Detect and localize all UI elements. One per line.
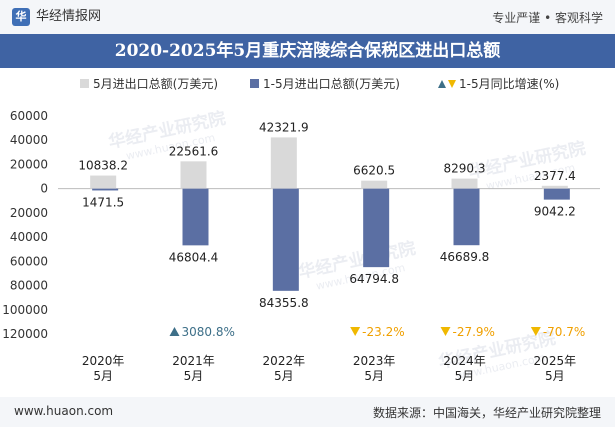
- y-tick-label: 40000: [10, 133, 48, 147]
- x-tick-label: 2025年 5月: [534, 354, 577, 383]
- x-tick-label-line: 2022年: [263, 354, 306, 368]
- y-tick-label: 20000: [10, 157, 48, 171]
- bars: [90, 137, 570, 291]
- x-tick-label: 2022年 5月: [263, 354, 306, 383]
- brand-name: 华经情报网: [36, 9, 102, 24]
- bar-cumulative: [453, 188, 480, 246]
- x-tick-label-line: 2025年: [534, 354, 577, 368]
- bar-monthly: [541, 185, 568, 189]
- growth-up-marker: [169, 327, 180, 336]
- x-tick-label: 2024年 5月: [443, 354, 486, 383]
- bar-cumulative: [363, 188, 390, 268]
- x-tick-label-line: 5月: [93, 369, 113, 383]
- x-tick-label: 2021年 5月: [172, 354, 215, 383]
- bar-cumulative: [543, 188, 570, 200]
- huajing-logo-icon: 华: [12, 8, 30, 26]
- legend-up-marker-icon: [438, 80, 446, 88]
- x-tick-label-line: 5月: [274, 369, 294, 383]
- legend-swatch-monthly: [80, 79, 89, 88]
- bar-monthly: [451, 178, 478, 189]
- bar-cumulative: [272, 188, 299, 291]
- x-tick-label-line: 5月: [184, 369, 204, 383]
- x-tick-label-line: 5月: [545, 369, 565, 383]
- y-tick-label: 60000: [10, 109, 48, 123]
- data-label-cumulative: 9042.2: [534, 205, 576, 219]
- growth-label: -23.2%: [362, 325, 404, 339]
- data-label-monthly: 10838.2: [78, 159, 128, 173]
- data-label-cumulative: 1471.5: [82, 195, 124, 209]
- growth-label: 3080.8%: [182, 325, 235, 339]
- brand-logo: 华 华经情报网: [12, 8, 101, 26]
- growth-down-marker: [350, 327, 361, 336]
- footer-bar: www.huaon.com 数据来源：中国海关，华经产业研究院整理: [0, 397, 615, 427]
- bar-cumulative: [182, 188, 209, 246]
- x-tick-label-line: 2024年: [443, 354, 486, 368]
- y-tick-label: 80000: [10, 279, 48, 293]
- data-label-cumulative: 84355.8: [259, 296, 309, 310]
- bar-monthly: [180, 161, 207, 189]
- bar-cumulative: [92, 188, 119, 191]
- bar-monthly: [90, 175, 117, 189]
- x-tick-label-line: 2023年: [353, 354, 396, 368]
- data-label-monthly: 6620.5: [353, 164, 395, 178]
- data-label-cumulative: 46689.8: [440, 250, 490, 264]
- data-label-cumulative: 64794.8: [349, 272, 399, 286]
- footer-source: 数据来源：中国海关，华经产业研究院整理: [372, 406, 601, 420]
- chart-title: 2020-2025年5月重庆涪陵综合保税区进出口总额: [0, 34, 615, 68]
- footer-website: www.huaon.com: [14, 404, 114, 418]
- x-tick-label: 2023年 5月: [353, 354, 396, 383]
- data-label-monthly: 42321.9: [259, 120, 309, 134]
- growth-label: -70.7%: [543, 325, 585, 339]
- growth-label: -27.9%: [453, 325, 495, 339]
- y-tick-label: 120000: [2, 327, 48, 341]
- y-tick-label: 60000: [10, 254, 48, 268]
- legend-label-cumulative: 1-5月进出口总额(万美元): [263, 77, 400, 91]
- slogan: 专业严谨 • 客观科学: [492, 11, 603, 25]
- data-label-cumulative: 46804.4: [169, 250, 219, 264]
- x-tick-label-line: 5月: [455, 369, 475, 383]
- y-tick-label: 20000: [10, 206, 48, 220]
- chart-legend: 5月进出口总额(万美元) 1-5月进出口总额(万美元) 1-5月同比增速(%): [80, 77, 559, 91]
- y-axis: 60000 40000 20000 0 20000 40000 60000 80000 1000…: [2, 109, 600, 341]
- legend-label-growth: 1-5月同比增速(%): [459, 77, 559, 91]
- data-label-monthly: 22561.6: [169, 144, 219, 158]
- top-bar: 华 华经情报网 专业严谨 • 客观科学: [0, 0, 615, 34]
- legend-label-monthly: 5月进出口总额(万美元): [93, 77, 218, 91]
- bar-chart: 华经产业研究院www.huaon.com华经产业研究院www.huaon.com…: [2, 77, 600, 383]
- growth-down-marker: [530, 327, 541, 336]
- y-tick-label: 40000: [10, 230, 48, 244]
- x-tick-label-line: 5月: [364, 369, 384, 383]
- bar-monthly: [361, 180, 388, 189]
- data-label-monthly: 8290.3: [444, 162, 486, 176]
- bar-monthly: [270, 137, 297, 189]
- y-tick-label: 100000: [2, 303, 48, 317]
- x-tick-label: 2020年 5月: [82, 354, 125, 383]
- legend-down-marker-icon: [448, 80, 456, 88]
- x-tick-label-line: 2020年: [82, 354, 125, 368]
- growth-down-marker: [440, 327, 451, 336]
- y-tick-label: 0: [40, 182, 48, 196]
- data-label-monthly: 2377.4: [534, 169, 576, 183]
- x-tick-label-line: 2021年: [172, 354, 215, 368]
- data-labels: 10838.2 1471.5 22561.6 46804.4 3080.8% 42321.…: [78, 120, 585, 339]
- legend-swatch-cumulative: [250, 79, 259, 88]
